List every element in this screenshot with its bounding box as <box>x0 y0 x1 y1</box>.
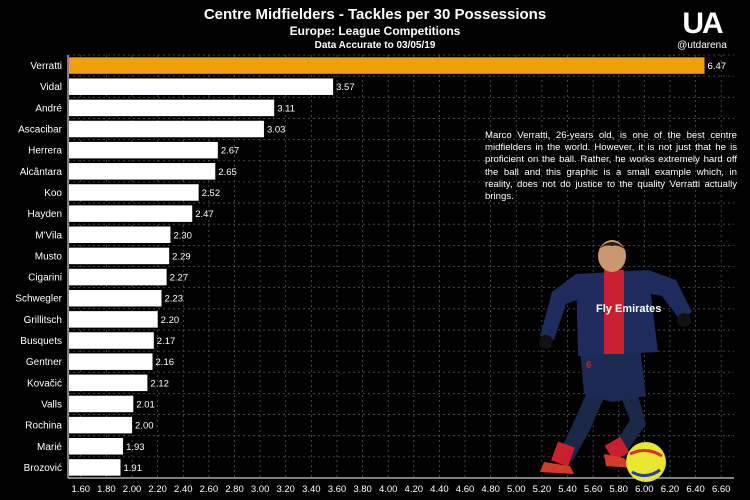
category-label: Hayden <box>28 209 62 220</box>
category-label: Marié <box>37 442 62 453</box>
bar <box>69 226 171 244</box>
title-block: Centre Midfielders - Tackles per 30 Poss… <box>0 6 750 52</box>
value-label: 2.01 <box>136 399 155 410</box>
bar <box>69 395 134 413</box>
x-tick-label: 6.20 <box>661 484 680 495</box>
x-tick-label: 4.20 <box>405 484 424 495</box>
value-label: 2.00 <box>135 421 154 432</box>
category-label: Alcântara <box>20 167 63 178</box>
x-tick-label: 5.20 <box>533 484 552 495</box>
bar <box>69 459 121 476</box>
value-label: 2.47 <box>195 209 214 220</box>
category-label: Musto <box>35 251 63 262</box>
x-tick-label: 4.40 <box>430 484 449 495</box>
category-label: Gentner <box>26 357 63 368</box>
value-label: 2.67 <box>221 146 240 157</box>
x-tick-label: 2.60 <box>200 484 219 495</box>
x-tick-label: 2.00 <box>123 484 142 495</box>
player-photo: 6 Fly Emirates <box>539 240 692 482</box>
value-label: 3.03 <box>267 125 286 136</box>
category-label: Cigarini <box>28 273 62 284</box>
brand-handle: @utdarena <box>677 40 727 51</box>
category-label: Herrera <box>28 146 62 157</box>
category-label: M'Vila <box>35 230 62 241</box>
x-tick-label: 5.80 <box>609 484 628 495</box>
bar <box>69 438 124 455</box>
value-label: 2.17 <box>157 336 176 347</box>
chart-title: Centre Midfielders - Tackles per 30 Poss… <box>203 6 547 23</box>
bar <box>69 353 153 370</box>
value-label: 3.57 <box>336 82 355 93</box>
value-label: 3.11 <box>277 103 295 114</box>
bar <box>69 163 216 180</box>
value-label: 2.23 <box>164 294 183 305</box>
bar <box>69 311 158 328</box>
x-tick-label: 6.00 <box>635 484 654 495</box>
bar <box>69 416 133 434</box>
x-tick-label: 6.60 <box>712 484 731 495</box>
category-label: Grillitsch <box>24 315 62 326</box>
bar <box>69 99 275 117</box>
x-tick-label: 2.40 <box>174 484 193 495</box>
value-label: 2.29 <box>172 251 191 262</box>
svg-text:6: 6 <box>586 360 592 371</box>
x-tick-label: 3.60 <box>328 484 347 495</box>
value-label: 2.30 <box>173 230 192 241</box>
x-tick-label: 4.60 <box>456 484 475 495</box>
category-label: Brozović <box>24 463 62 474</box>
bar <box>69 332 154 349</box>
x-tick-label: 5.40 <box>558 484 577 495</box>
bar <box>69 184 199 201</box>
brand-logo: UA @utdarena <box>670 8 734 52</box>
value-label: 2.65 <box>218 167 237 178</box>
x-tick-label: 3.20 <box>276 484 295 495</box>
value-label: 2.27 <box>170 273 189 284</box>
bar <box>69 268 167 286</box>
bar <box>69 374 148 392</box>
annotation-text: Marco Verratti, 26-years old, is one of … <box>485 130 737 203</box>
bar <box>69 205 193 222</box>
category-label: Schwegler <box>15 294 62 305</box>
bar <box>69 57 705 74</box>
x-tick-label: 5.60 <box>584 484 603 495</box>
x-tick-label: 2.80 <box>225 484 244 495</box>
x-tick-label: 3.40 <box>302 484 321 495</box>
value-label: 2.16 <box>156 357 175 368</box>
category-label: Kovačić <box>27 378 62 389</box>
x-tick-label: 3.80 <box>353 484 372 495</box>
x-tick-label: 2.20 <box>148 484 167 495</box>
x-tick-label: 5.00 <box>507 484 526 495</box>
x-tick-label: 1.60 <box>72 484 91 495</box>
category-label: Verratti <box>30 61 62 72</box>
x-tick-label: 3.00 <box>251 484 270 495</box>
category-label: Koo <box>44 188 62 199</box>
data-date-note: Data Accurate to 03/05/19 <box>314 40 436 51</box>
category-label: Busquets <box>20 336 62 347</box>
value-label: 2.52 <box>202 188 221 199</box>
category-label: Vidal <box>40 82 62 93</box>
category-label: André <box>35 103 62 114</box>
x-tick-label: 4.00 <box>379 484 398 495</box>
brand-mark: UA <box>682 7 723 40</box>
x-tick-label: 6.40 <box>686 484 705 495</box>
bar <box>69 120 264 138</box>
value-label: 1.91 <box>124 463 143 474</box>
bar <box>69 289 162 307</box>
value-label: 2.12 <box>150 378 169 389</box>
bar <box>69 247 170 265</box>
value-label: 1.93 <box>126 442 145 453</box>
category-label: Ascacibar <box>18 125 63 136</box>
x-tick-label: 4.80 <box>481 484 500 495</box>
bar <box>69 141 218 159</box>
category-label: Rochina <box>25 421 62 432</box>
value-label: 2.20 <box>161 315 180 326</box>
shirt-sponsor-text: Fly Emirates <box>596 303 661 315</box>
category-label: Valls <box>41 399 62 410</box>
value-label: 6.47 <box>708 61 727 72</box>
chart-subtitle: Europe: League Competitions <box>289 24 461 38</box>
bar <box>69 78 334 95</box>
x-tick-label: 1.80 <box>97 484 116 495</box>
